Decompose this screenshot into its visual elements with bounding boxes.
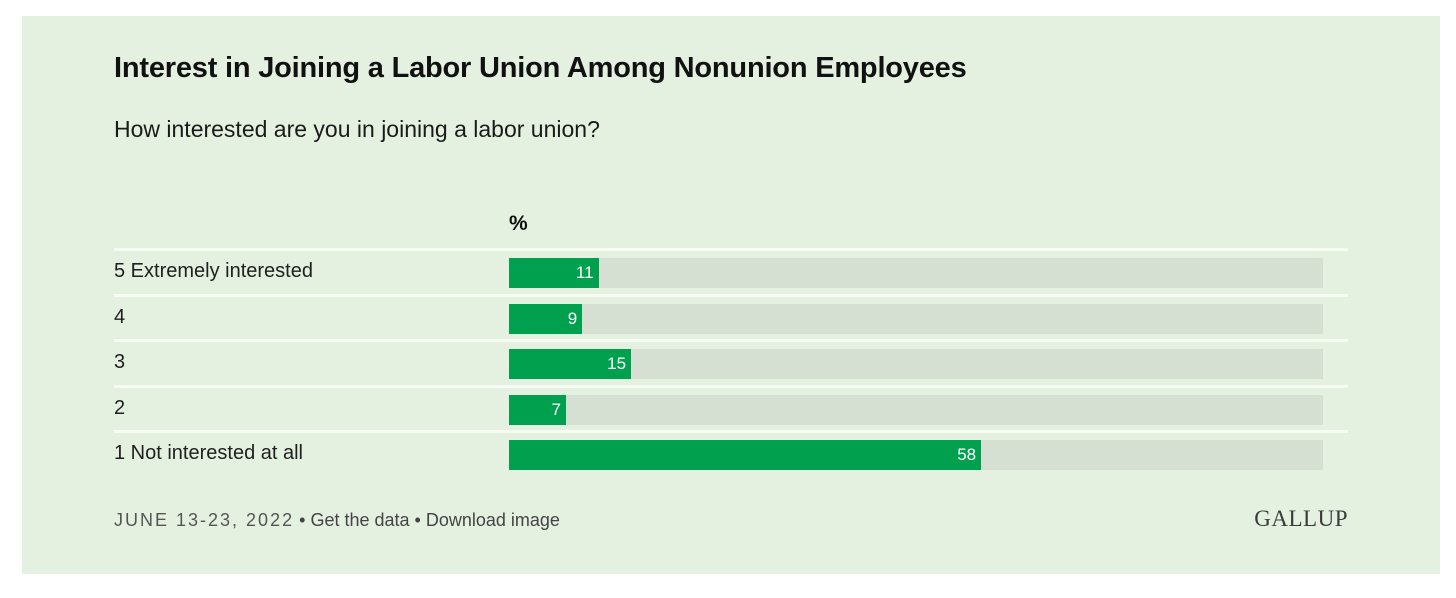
bar-value-label: 15 bbox=[607, 354, 627, 373]
bar-track: 58 bbox=[509, 440, 1323, 470]
bar-chart: 5 Extremely interested 11 4 9 3 15 2 7 1 Not int… bbox=[114, 248, 1348, 476]
category-label: 5 Extremely interested bbox=[114, 260, 313, 282]
bar-track: 11 bbox=[509, 258, 1323, 288]
bar-value-label: 11 bbox=[575, 263, 594, 282]
chart-row: 1 Not interested at all 58 bbox=[114, 430, 1348, 476]
chart-row: 5 Extremely interested 11 bbox=[114, 248, 1348, 294]
bar-value-label: 58 bbox=[957, 445, 977, 464]
gallup-logo: GALLUP bbox=[1254, 506, 1348, 531]
chart-panel: Interest in Joining a Labor Union Among … bbox=[22, 16, 1440, 574]
bar-track: 15 bbox=[509, 349, 1323, 379]
chart-footer: JUNE 13-23, 2022 • Get the data • Downlo… bbox=[114, 510, 560, 531]
chart-row: 3 15 bbox=[114, 339, 1348, 385]
download-image-link[interactable]: Download image bbox=[425, 510, 560, 530]
bar: 11 bbox=[509, 258, 599, 288]
get-data-link[interactable]: Get the data bbox=[310, 510, 410, 530]
unit-label: % bbox=[509, 212, 528, 235]
separator-dot: • bbox=[299, 510, 306, 530]
bar-value-label: 7 bbox=[551, 399, 561, 419]
bar: 15 bbox=[509, 349, 632, 379]
category-label: 2 bbox=[114, 396, 126, 419]
bar-value-label: 9 bbox=[567, 308, 578, 328]
separator-dot: • bbox=[414, 510, 421, 530]
bar-track: 7 bbox=[509, 394, 1323, 425]
bar: 58 bbox=[509, 440, 982, 470]
chart-title: Interest in Joining a Labor Union Among … bbox=[114, 52, 967, 84]
survey-date: JUNE 13-23, 2022 bbox=[114, 510, 295, 530]
chart-subtitle: How interested are you in joining a labo… bbox=[114, 116, 600, 142]
category-label: 3 bbox=[114, 351, 126, 373]
bar: 9 bbox=[509, 303, 583, 334]
bar-track: 9 bbox=[509, 303, 1323, 334]
category-label: 4 bbox=[114, 305, 126, 328]
category-label: 1 Not interested at all bbox=[114, 442, 303, 464]
bar: 7 bbox=[509, 394, 566, 425]
